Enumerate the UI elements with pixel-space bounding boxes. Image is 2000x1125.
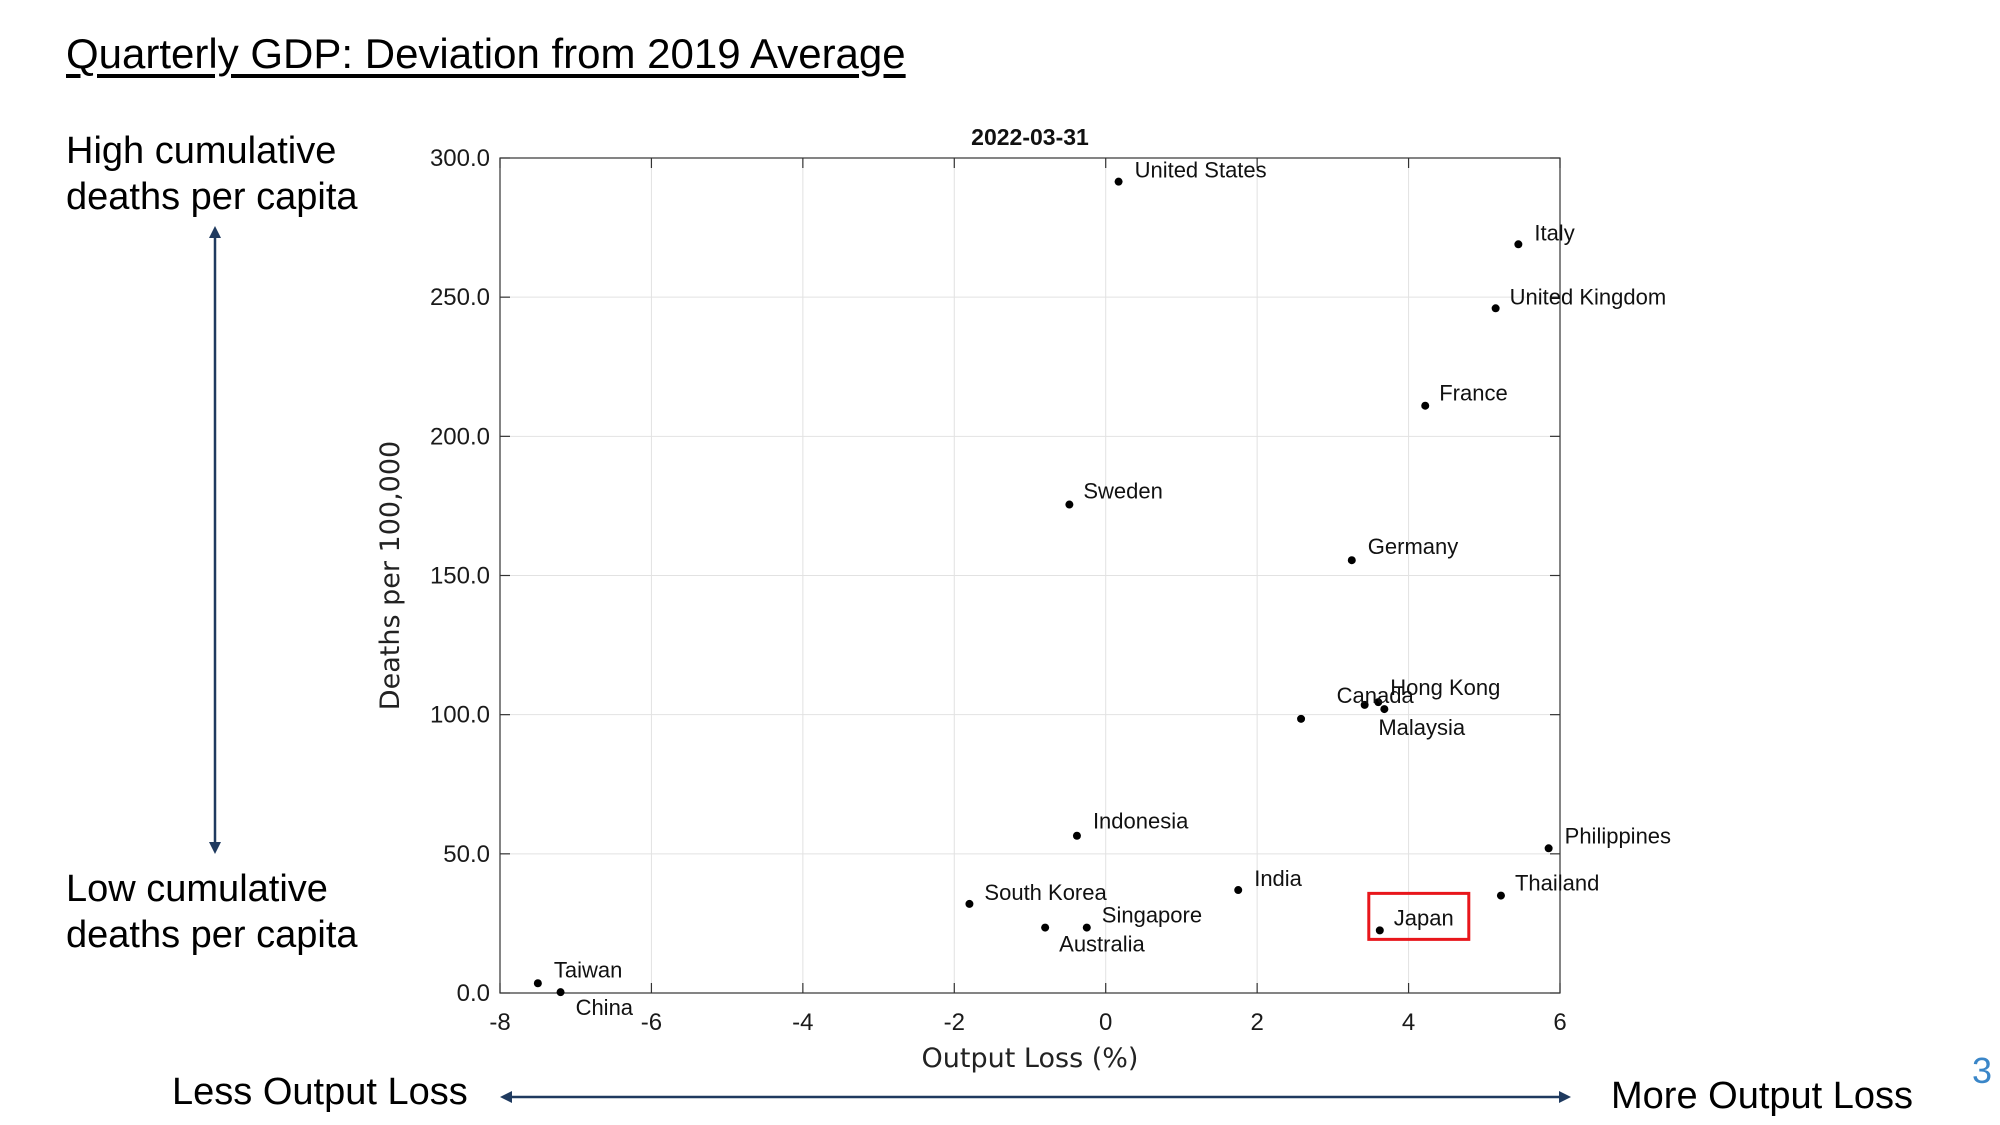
point-taiwan (533, 979, 542, 988)
more-output-loss-label: More Output Loss (1611, 1075, 1914, 1117)
point-label-thailand: Thailand (1515, 871, 1599, 896)
point-label-united-states: United States (1135, 158, 1267, 183)
point-label-france: France (1439, 381, 1507, 406)
point-thailand (1496, 891, 1505, 900)
point-label-hong-kong: Hong Kong (1390, 675, 1500, 700)
point-label-india: India (1254, 866, 1302, 891)
direction-arrows (209, 226, 1571, 1103)
y-tick-label: 300.0 (430, 145, 490, 172)
point-label-canada: Canada (1337, 683, 1415, 708)
page-number: 3 (1971, 1050, 1992, 1091)
point-label-south-korea: South Korea (984, 880, 1107, 905)
point-sweden (1065, 500, 1074, 509)
y-tick-label: 0.0 (457, 980, 490, 1007)
x-axis-title: Output Loss (%) (922, 1043, 1139, 1074)
x-tick-label: 2 (1250, 1009, 1263, 1036)
point-france (1421, 401, 1430, 410)
point-indonesia (1072, 831, 1081, 840)
point-united-kingdom (1491, 304, 1500, 313)
y-tick-label: 50.0 (443, 841, 490, 868)
x-tick-label: -8 (489, 1009, 510, 1036)
point-label-united-kingdom: United Kingdom (1510, 284, 1667, 309)
point-label-singapore: Singapore (1102, 903, 1202, 928)
x-tick-label: 4 (1402, 1009, 1415, 1036)
chart-title: 2022-03-31 (971, 124, 1089, 150)
low-deaths-label-line2: deaths per capita (66, 914, 358, 956)
y-tick-label: 250.0 (430, 284, 490, 311)
point-singapore (1082, 923, 1091, 932)
point-label-philippines: Philippines (1565, 823, 1671, 848)
point-label-japan: Japan (1394, 905, 1454, 930)
low-deaths-label: Low cumulative deaths per capita (66, 866, 358, 958)
y-tick-label: 150.0 (430, 563, 490, 590)
point-south-korea (965, 899, 974, 908)
point-australia (1041, 923, 1050, 932)
point-germany (1347, 556, 1356, 565)
y-tick-label: 200.0 (430, 423, 490, 450)
point-label-china: China (576, 995, 634, 1020)
x-tick-label: 0 (1099, 1009, 1112, 1036)
point-unlabeled (1297, 714, 1306, 723)
point-japan (1375, 926, 1384, 935)
x-tick-label: -4 (792, 1009, 813, 1036)
y-tick-label: 100.0 (430, 702, 490, 729)
point-malaysia (1380, 705, 1389, 714)
point-canada (1360, 700, 1369, 709)
point-label-australia: Australia (1059, 932, 1145, 957)
point-philippines (1544, 844, 1553, 853)
y-axis-title: Deaths per 100,000 (375, 441, 406, 710)
point-label-sweden: Sweden (1083, 479, 1163, 504)
point-hong-kong (1374, 698, 1383, 707)
grid (499, 157, 1561, 994)
point-label-italy: Italy (1534, 220, 1574, 245)
axis-ticks: -8 -6 -4 -2 0 2 4 6 0.0 50.0 100.0 150.0 200.0 250.0 3… (430, 145, 1567, 1036)
point-india (1234, 886, 1243, 895)
data-points: United States Italy United Kingdom France Sw… (533, 158, 1671, 1020)
x-tick-label: -2 (944, 1009, 965, 1036)
point-label-taiwan: Taiwan (554, 957, 622, 982)
x-tick-label: -6 (641, 1009, 662, 1036)
less-output-loss-label: Less Output Loss (172, 1071, 468, 1113)
slide-title: Quarterly GDP: Deviation from 2019 Avera… (66, 30, 906, 77)
point-label-indonesia: Indonesia (1093, 809, 1189, 834)
point-united-states (1114, 177, 1123, 186)
low-deaths-label-line1: Low cumulative (66, 868, 328, 910)
point-label-germany: Germany (1368, 534, 1458, 559)
high-deaths-label-line1: High cumulative (66, 130, 337, 172)
point-china (556, 988, 565, 997)
point-label-malaysia: Malaysia (1378, 715, 1466, 740)
point-italy (1514, 240, 1523, 249)
x-tick-label: 6 (1553, 1009, 1566, 1036)
high-deaths-label-line2: deaths per capita (66, 176, 358, 218)
highlight-box (1367, 891, 1471, 941)
high-deaths-label: High cumulative deaths per capita (66, 128, 358, 220)
